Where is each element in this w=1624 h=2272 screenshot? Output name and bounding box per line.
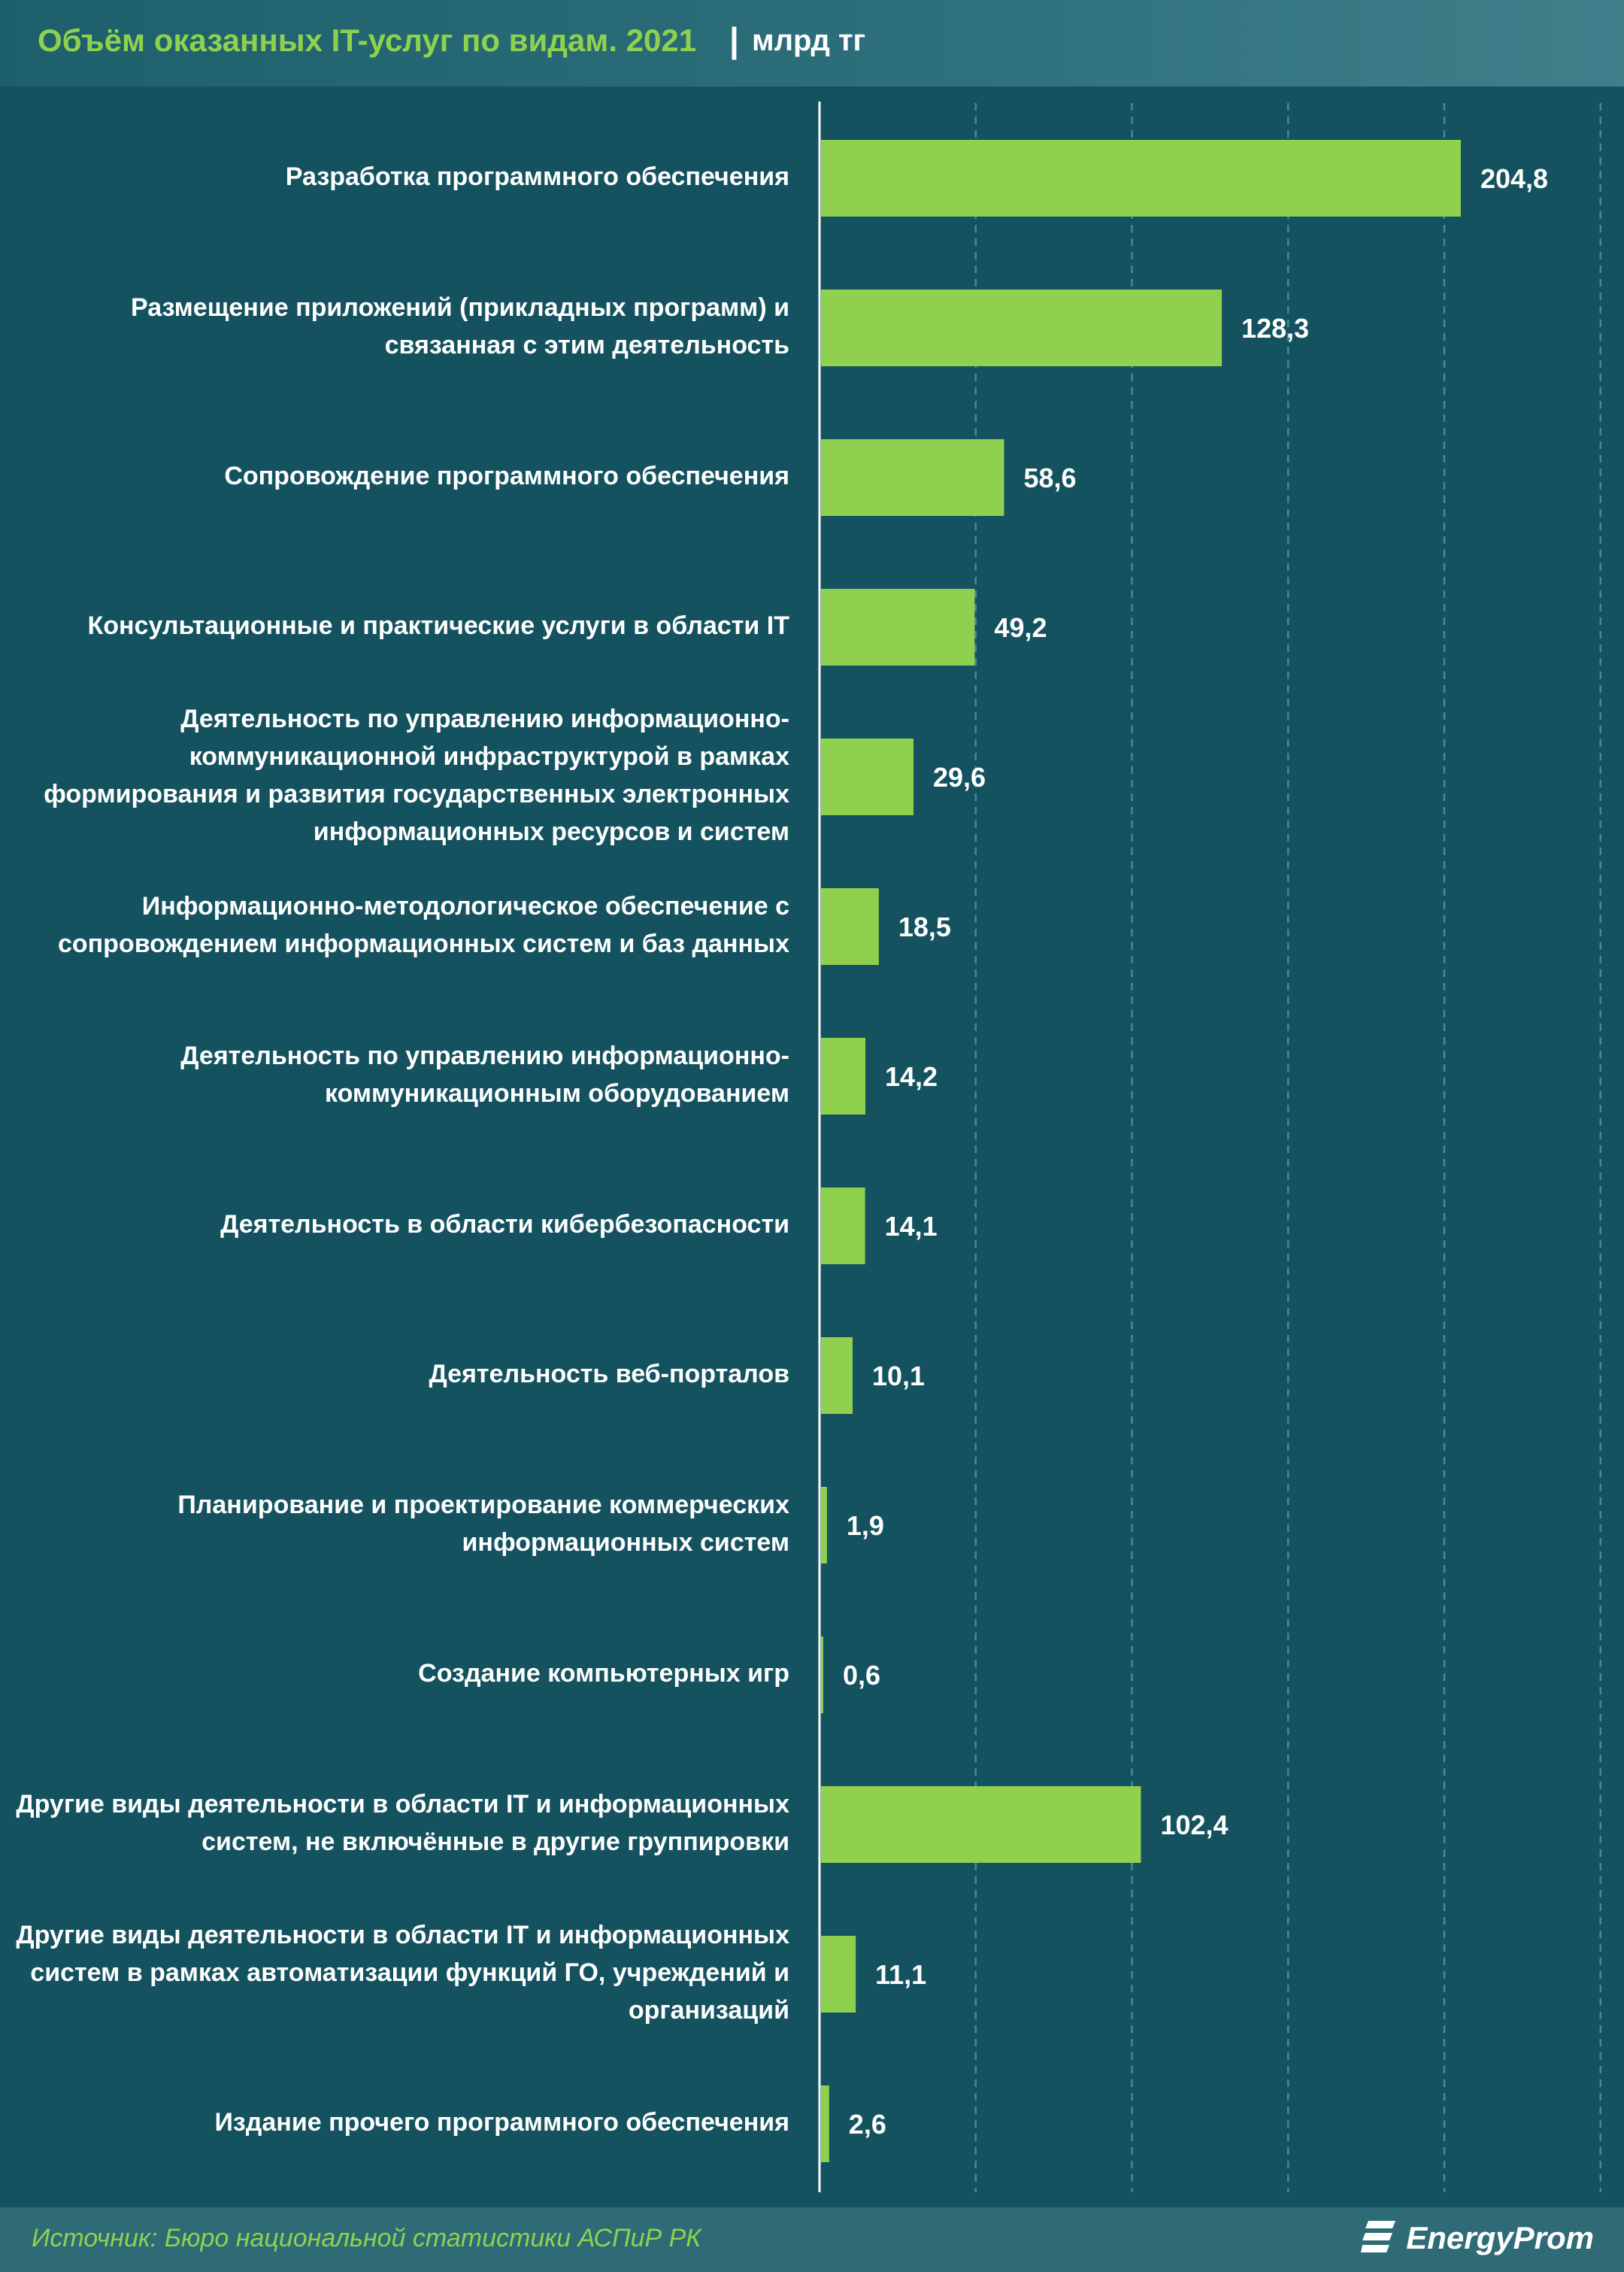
category-label-line: систем, не включённые в другие группиров… [201,1828,789,1856]
category-label: Планирование и проектирование коммерческ… [0,1486,789,1561]
category-label-line: Консультационные и практические услуги в… [87,611,790,640]
bar [821,589,975,666]
category-label-line: Издание прочего программного обеспечения [214,2108,789,2137]
category-label-line: Другие виды деятельности в области IT и … [16,1790,789,1819]
category-label: Информационно-методологическое обеспечен… [0,887,789,963]
category-label-line: коммуникационным оборудованием [325,1079,789,1108]
bar [821,1188,865,1264]
category-label-line: сопровождением информационных систем и б… [57,930,789,958]
bar [821,739,914,815]
unit-label: млрд тг [752,24,866,57]
category-label-line: информационных систем [462,1528,789,1557]
category-label-line: организаций [628,1996,789,2025]
category-label: Создание компьютерных игр [0,1655,789,1692]
category-label-line: связанная с этим деятельность [384,331,789,359]
category-label-line: систем в рамках автоматизации функций ГО… [30,1958,789,1987]
value-label: 0,6 [843,1660,880,1691]
category-label: Деятельность веб-порталов [0,1355,789,1393]
energyprom-logo: EnergyProm [1361,2218,1594,2258]
bar [821,290,1223,366]
value-label-layer: 204,8 128,3 58,6 49,2 29,6 18,5 14,2 14,1 10,1 1,… [843,163,1548,2140]
value-label: 1,9 [847,1510,884,1541]
category-label-line: Деятельность по управлению информационно… [180,705,789,733]
logo-text: EnergyProm [1406,2220,1594,2255]
category-label-line: Планирование и проектирование коммерческ… [177,1491,789,1519]
category-label-line: Сопровождение программного обеспечения [224,462,789,490]
bar [821,888,879,965]
category-label-line: коммуникационной инфраструктурой в рамка… [189,742,789,771]
bar [821,1637,823,1713]
source-note: Источник: Бюро национальной статистики А… [32,2224,701,2252]
bar-layer [821,140,1461,2162]
bar [821,2085,829,2162]
category-label-line: Деятельность веб-порталов [429,1360,789,1388]
category-label: Сопровождение программного обеспечения [0,457,789,495]
title-separator: | [729,20,739,59]
bar [821,1487,827,1564]
chart-title: Объём оказанных IT-услуг по видам. 2021 [38,23,697,58]
category-label-line: Деятельность по управлению информационно… [180,1042,789,1070]
bar-chart: 204,8 128,3 58,6 49,2 29,6 18,5 14,2 14,1 10,1 1,… [818,102,1601,2192]
value-label: 58,6 [1023,463,1076,493]
category-label: Деятельность по управлению информационно… [0,1037,789,1112]
value-label: 128,3 [1241,313,1309,344]
bar [821,1936,856,2013]
category-label: Другие виды деятельности в области IT и … [0,1916,789,2029]
value-label: 11,1 [875,1959,926,1990]
grid-layer [818,102,1601,2192]
value-label: 49,2 [994,612,1047,643]
value-label: 14,1 [885,1211,938,1242]
bar [821,1038,866,1115]
category-label-line: Деятельность в области кибербезопасности [220,1210,789,1239]
bar [821,1337,853,1414]
bar [821,1786,1141,1863]
category-label-line: Информационно-методологическое обеспечен… [141,892,789,921]
value-label: 29,6 [933,762,986,793]
value-label: 2,6 [849,2109,886,2140]
value-label: 204,8 [1480,163,1548,194]
category-label: Консультационные и практические услуги в… [0,607,790,645]
category-label-line: информационных ресурсов и систем [313,817,789,846]
bar [821,439,1004,516]
category-label: Размещение приложений (прикладных програ… [0,289,789,364]
category-label-line: формирования и развития государственных … [44,780,789,808]
value-label: 14,2 [885,1061,938,1092]
value-label: 18,5 [898,912,951,942]
category-label-line: Другие виды деятельности в области IT и … [16,1921,789,1949]
bar [821,140,1461,217]
category-label: Деятельность в области кибербезопасности [0,1206,789,1243]
chart-header: Объём оказанных IT-услуг по видам. 2021 … [0,0,1624,86]
category-label: Разработка программного обеспечения [0,158,789,196]
energyprom-logo-icon [1361,2221,1396,2252]
chart-footer: Источник: Бюро национальной статистики А… [0,2207,1624,2272]
value-label: 102,4 [1160,1809,1228,1840]
category-label-line: Разработка программного обеспечения [285,162,789,191]
category-label: Деятельность по управлению информационно… [0,700,789,851]
value-label: 10,1 [872,1360,925,1391]
category-label: Другие виды деятельности в области IT и … [0,1785,789,1861]
category-label: Издание прочего программного обеспечения [0,2104,789,2141]
category-label-line: Размещение приложений (прикладных програ… [131,293,789,322]
category-label-line: Создание компьютерных игр [418,1659,789,1688]
